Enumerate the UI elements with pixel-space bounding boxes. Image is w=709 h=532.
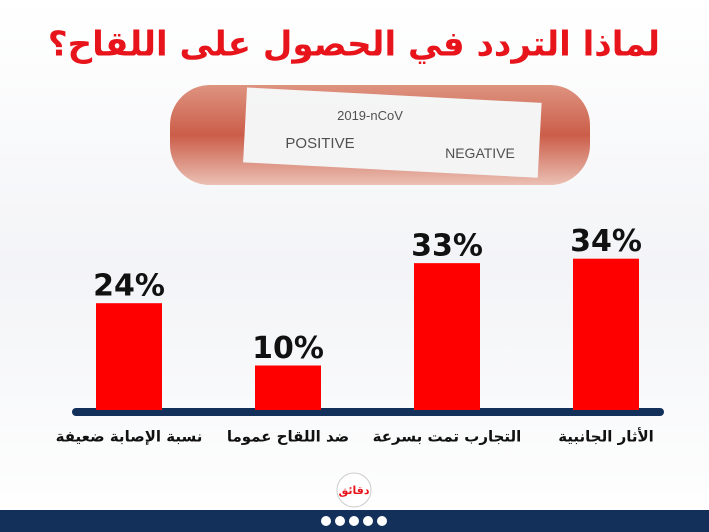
category-label: نسبة الإصابة ضعيفة bbox=[56, 428, 203, 446]
data-label: 33% bbox=[411, 229, 483, 264]
data-label: 10% bbox=[252, 331, 324, 366]
photo-text: 2019-nCoV bbox=[337, 108, 403, 123]
logo-circle bbox=[336, 472, 372, 508]
logo: دقائق bbox=[338, 484, 369, 497]
data-label: 34% bbox=[570, 224, 642, 259]
baseline bbox=[72, 408, 664, 416]
category-label: ضد اللقاح عموما bbox=[227, 428, 349, 446]
photo: 2019-nCoV POSITIVE NEGATIVE bbox=[170, 85, 590, 185]
bar bbox=[96, 303, 162, 410]
category-label: الأثار الجانبية bbox=[558, 428, 654, 446]
bar bbox=[414, 263, 480, 410]
bar bbox=[573, 258, 639, 410]
photo-text: POSITIVE bbox=[285, 135, 354, 152]
social-icons bbox=[321, 516, 387, 526]
category-label: التجارب تمت بسرعة bbox=[373, 428, 522, 446]
photo-text: NEGATIVE bbox=[445, 145, 515, 161]
bar bbox=[255, 365, 321, 410]
data-label: 24% bbox=[93, 269, 165, 304]
chart-title: لماذا التردد في الحصول على اللقاح؟ bbox=[48, 25, 660, 65]
